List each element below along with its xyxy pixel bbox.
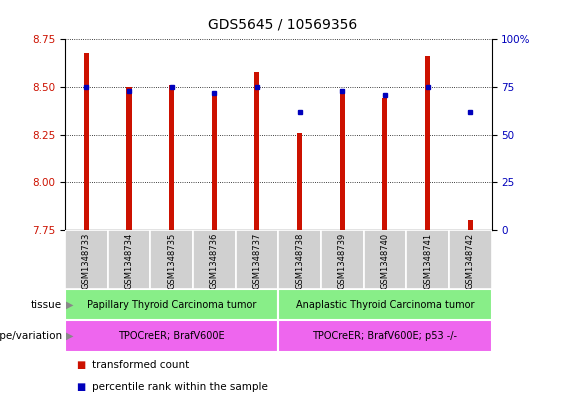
Bar <box>169 85 174 230</box>
Bar <box>364 230 406 289</box>
Text: transformed count: transformed count <box>92 360 189 371</box>
Text: Papillary Thyroid Carcinoma tumor: Papillary Thyroid Carcinoma tumor <box>87 299 257 310</box>
Bar <box>84 53 89 230</box>
Text: GDS5645 / 10569356: GDS5645 / 10569356 <box>208 18 357 32</box>
Text: ▶: ▶ <box>66 331 73 341</box>
Bar <box>127 87 132 230</box>
Text: GSM1348742: GSM1348742 <box>466 233 475 289</box>
Bar <box>406 230 449 289</box>
Text: percentile rank within the sample: percentile rank within the sample <box>92 382 268 392</box>
Text: GSM1348739: GSM1348739 <box>338 233 347 289</box>
Text: GSM1348734: GSM1348734 <box>124 233 133 289</box>
Text: ■: ■ <box>76 360 85 371</box>
Bar <box>425 57 430 230</box>
Bar <box>449 230 492 289</box>
Text: ■: ■ <box>76 382 85 392</box>
Bar <box>65 320 278 352</box>
Text: TPOCreER; BrafV600E: TPOCreER; BrafV600E <box>118 331 225 341</box>
Bar <box>193 230 236 289</box>
Bar <box>107 230 150 289</box>
Bar <box>468 220 473 230</box>
Bar <box>321 230 364 289</box>
Bar <box>65 289 278 320</box>
Bar <box>254 72 259 230</box>
Text: Anaplastic Thyroid Carcinoma tumor: Anaplastic Thyroid Carcinoma tumor <box>295 299 474 310</box>
Text: GSM1348741: GSM1348741 <box>423 233 432 289</box>
Bar <box>297 133 302 230</box>
Text: GSM1348736: GSM1348736 <box>210 233 219 289</box>
Bar <box>212 95 217 230</box>
Text: GSM1348735: GSM1348735 <box>167 233 176 289</box>
Bar <box>279 289 492 320</box>
Bar <box>65 230 107 289</box>
Bar <box>383 98 388 230</box>
Text: GSM1348733: GSM1348733 <box>82 233 91 289</box>
Text: GSM1348740: GSM1348740 <box>380 233 389 289</box>
Bar <box>279 230 321 289</box>
Bar <box>340 89 345 230</box>
Text: GSM1348738: GSM1348738 <box>295 233 304 289</box>
Bar <box>279 320 492 352</box>
Text: GSM1348737: GSM1348737 <box>253 233 262 289</box>
Bar <box>150 230 193 289</box>
Text: ▶: ▶ <box>66 299 73 310</box>
Text: genotype/variation: genotype/variation <box>0 331 62 341</box>
Bar <box>236 230 278 289</box>
Text: TPOCreER; BrafV600E; p53 -/-: TPOCreER; BrafV600E; p53 -/- <box>312 331 458 341</box>
Text: tissue: tissue <box>31 299 62 310</box>
